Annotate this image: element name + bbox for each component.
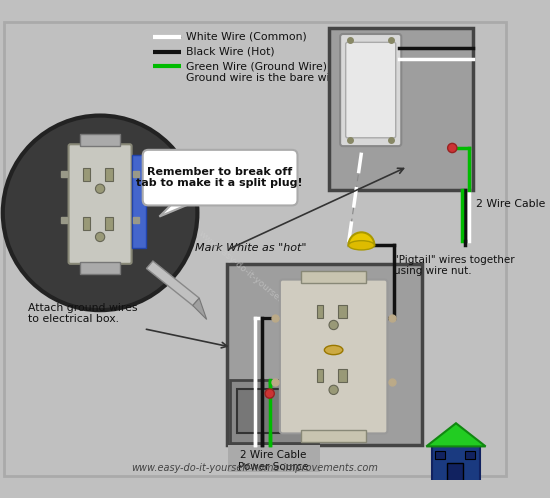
Bar [329, 27, 472, 190]
Bar [227, 264, 422, 445]
Bar [131, 155, 146, 248]
Text: Attach ground wires
to electrical box.: Attach ground wires to electrical box. [28, 303, 138, 324]
Circle shape [265, 389, 274, 398]
Bar [84, 217, 90, 230]
Polygon shape [426, 423, 486, 446]
Wedge shape [349, 233, 375, 246]
Polygon shape [192, 298, 207, 319]
Bar [301, 271, 366, 283]
Bar [80, 134, 120, 146]
FancyBboxPatch shape [346, 42, 396, 138]
Bar [338, 305, 346, 318]
Polygon shape [146, 261, 199, 306]
Bar [237, 389, 310, 433]
Bar [301, 430, 366, 442]
FancyBboxPatch shape [69, 144, 131, 264]
Bar [80, 262, 120, 274]
Circle shape [329, 385, 338, 394]
Bar [228, 445, 320, 472]
Bar [84, 168, 90, 181]
Bar [465, 451, 475, 459]
FancyBboxPatch shape [142, 150, 298, 206]
Bar [317, 370, 323, 382]
Text: Mark White as "hot": Mark White as "hot" [195, 243, 306, 253]
Text: Black Wire (Hot): Black Wire (Hot) [186, 47, 275, 57]
Bar [432, 445, 480, 484]
FancyBboxPatch shape [340, 34, 402, 146]
Bar [434, 451, 445, 459]
FancyBboxPatch shape [280, 279, 387, 433]
Bar [447, 463, 464, 484]
Circle shape [96, 184, 104, 193]
Text: Remember to break off
tab to make it a split plug!: Remember to break off tab to make it a s… [136, 167, 303, 188]
Text: www.easy-do-it-yourself-home-improvements.com: www.easy-do-it-yourself-home-improvement… [131, 463, 378, 473]
Ellipse shape [349, 241, 375, 250]
Text: 2 Wire Cable: 2 Wire Cable [476, 199, 546, 209]
Circle shape [3, 116, 197, 310]
Circle shape [329, 320, 338, 330]
Bar [230, 379, 318, 443]
Bar [104, 168, 113, 181]
Text: 2 Wire Cable
Power Source: 2 Wire Cable Power Source [238, 450, 309, 472]
Ellipse shape [324, 346, 343, 355]
Bar [317, 305, 323, 318]
Bar [338, 370, 346, 382]
Text: "Pigtail" wires together
using wire nut.: "Pigtail" wires together using wire nut. [394, 254, 514, 276]
Circle shape [96, 233, 104, 242]
Text: www.easy-do-it-yourself-home-improvements.com: www.easy-do-it-yourself-home-improvement… [197, 229, 377, 382]
Text: Green Wire (Ground Wire): Green Wire (Ground Wire) [186, 61, 327, 71]
Text: White Wire (Common): White Wire (Common) [186, 32, 307, 42]
Polygon shape [160, 200, 199, 217]
Circle shape [448, 143, 457, 152]
Bar [104, 217, 113, 230]
Text: Ground wire is the bare wire: Ground wire is the bare wire [186, 73, 341, 83]
